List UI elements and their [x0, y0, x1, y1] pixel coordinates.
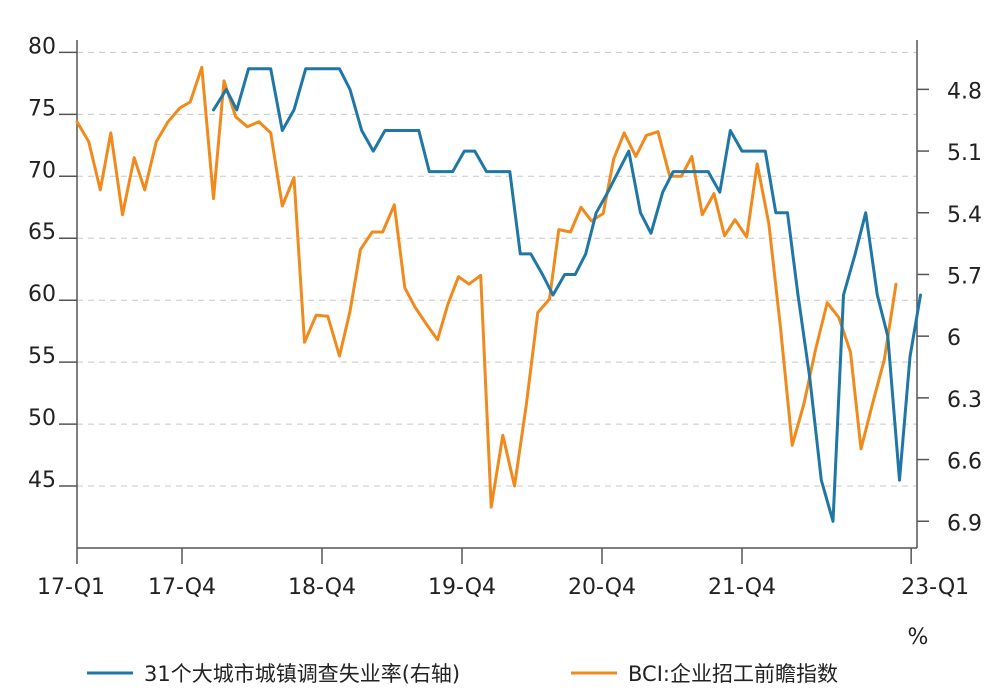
- right-tick-label: 5.7: [947, 264, 982, 289]
- left-tick-label: 75: [28, 96, 56, 121]
- left-tick-label: 55: [28, 344, 56, 369]
- unit-label: %: [908, 625, 929, 650]
- x-tick-label: 17-Q4: [148, 575, 216, 600]
- x-tick-label: 17-Q1: [37, 575, 105, 600]
- x-tick-label: 21-Q4: [708, 575, 776, 600]
- left-tick-label: 60: [28, 282, 56, 307]
- left-tick-label: 45: [28, 468, 56, 493]
- legend: 31个大城市城镇调查失业率(右轴) BCI:企业招工前瞻指数: [87, 662, 838, 686]
- series-line-bci: [75, 65, 898, 509]
- x-tick-label: 19-Q4: [428, 575, 496, 600]
- right-tick-label: 6: [947, 326, 961, 351]
- left-axis-ticks: 45 50 55 60 65 70 75 80: [28, 34, 77, 493]
- series-layer: [75, 65, 922, 523]
- right-tick-label: 6.6: [947, 450, 982, 475]
- right-tick-label: 6.3: [947, 388, 982, 413]
- right-tick-label: 5.1: [947, 141, 982, 166]
- right-tick-label: 4.8: [947, 79, 982, 104]
- left-tick-label: 80: [28, 34, 56, 59]
- series-line-unemployment: [212, 67, 922, 523]
- legend-label-unemployment: 31个大城市城镇调查失业率(右轴): [144, 662, 460, 686]
- left-tick-label: 65: [28, 220, 56, 245]
- legend-label-bci: BCI:企业招工前瞻指数: [628, 662, 838, 686]
- x-axis-ticks: 17-Q1 17-Q4 18-Q4 19-Q4 20-Q4 21-Q4 23-Q1: [37, 548, 969, 600]
- right-tick-label: 6.9: [947, 511, 982, 536]
- grid-layer: [77, 51, 917, 487]
- x-tick-label: 23-Q1: [901, 575, 969, 600]
- left-tick-label: 50: [28, 406, 56, 431]
- left-tick-label: 70: [28, 158, 56, 183]
- right-axis-ticks: 4.8 5.1 5.4 5.7 6 6.3 6.6 6.9: [917, 79, 982, 536]
- right-tick-label: 5.4: [947, 203, 982, 228]
- x-tick-label: 18-Q4: [288, 575, 356, 600]
- x-tick-label: 20-Q4: [568, 575, 636, 600]
